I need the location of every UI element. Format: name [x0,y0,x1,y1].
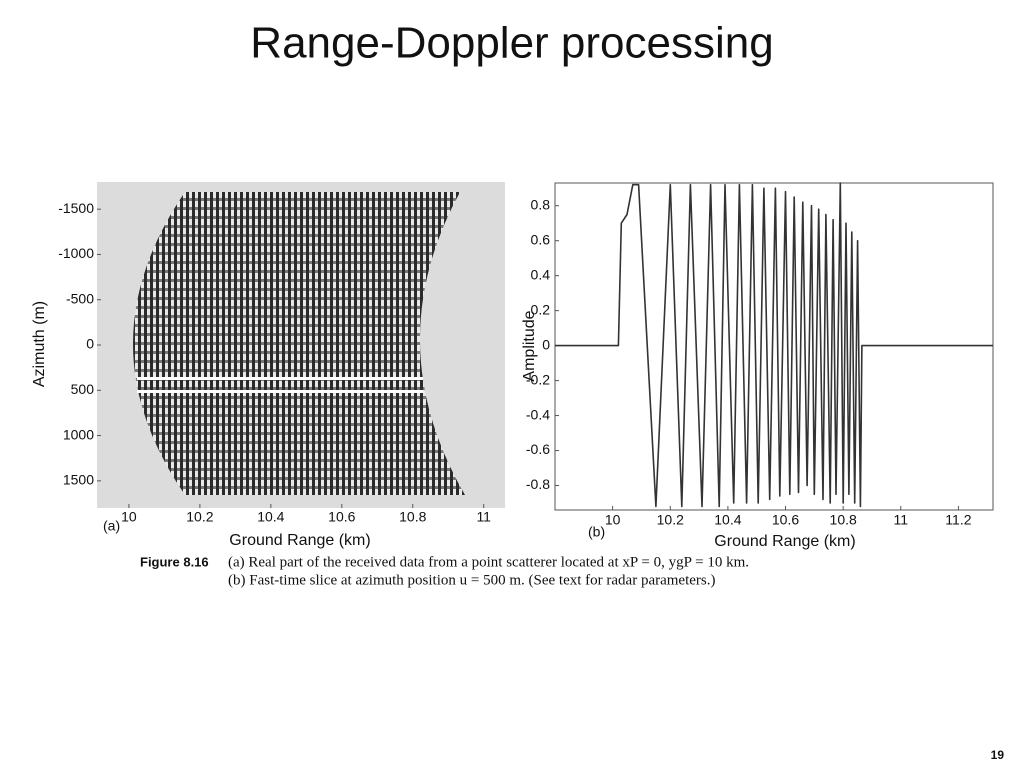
x-tick-label: 10.6 [772,512,799,528]
x-tick-label: 11.2 [945,512,971,528]
y-tick-label: 500 [71,381,95,397]
x-tick-label: 10.4 [714,512,741,528]
y-tick-label: 0.2 [531,301,551,317]
y-tick-label: -1000 [58,245,94,261]
data-line [555,182,993,508]
y-tick-label: -0.4 [526,406,550,422]
x-tick-label: 10.6 [328,509,355,525]
y-axis-label: Azimuth (m) [31,301,48,387]
x-tick-label: 10 [121,509,137,525]
y-tick-label: 0.8 [531,196,551,212]
y-tick-label: 0 [542,336,550,352]
x-tick-label: 10.8 [830,512,857,528]
slice-line [137,390,423,393]
y-tick-label: 0.4 [531,266,551,282]
y-tick-label: -0.2 [526,371,550,387]
x-tick-label: 10.8 [399,509,426,525]
y-tick-label: 1500 [63,472,94,488]
slide-title: Range-Doppler processing [250,19,773,68]
panel-label: (a) [103,518,120,534]
y-axis-label: Amplitude [521,310,538,381]
y-tick-label: -1500 [58,200,94,216]
x-tick-label: 10.2 [657,512,684,528]
caption-line: (b) Fast-time slice at azimuth position … [228,572,715,588]
image-pattern [133,192,465,495]
x-tick-label: 10.4 [257,509,284,525]
x-tick-label: 10 [605,512,621,528]
slice-line [137,377,423,380]
caption-line: (a) Real part of the received data from … [228,554,749,570]
y-tick-label: -0.8 [526,476,550,492]
page-number: 19 [991,748,1005,762]
plot-frame [554,182,994,511]
figure-label: Figure 8.16 [140,554,209,569]
x-axis-label: Ground Range (km) [714,533,855,550]
x-tick-label: 10.2 [186,509,213,525]
y-tick-label: 1000 [63,426,94,442]
y-tick-label: -500 [66,290,94,306]
y-tick-label: 0.6 [531,231,551,247]
x-tick-label: 11 [894,512,909,528]
y-tick-label: -0.6 [526,441,550,457]
panel-label: (b) [588,524,605,540]
y-tick-label: 0 [86,336,94,352]
x-tick-label: 11 [476,509,491,525]
x-axis-label: Ground Range (km) [229,532,370,549]
